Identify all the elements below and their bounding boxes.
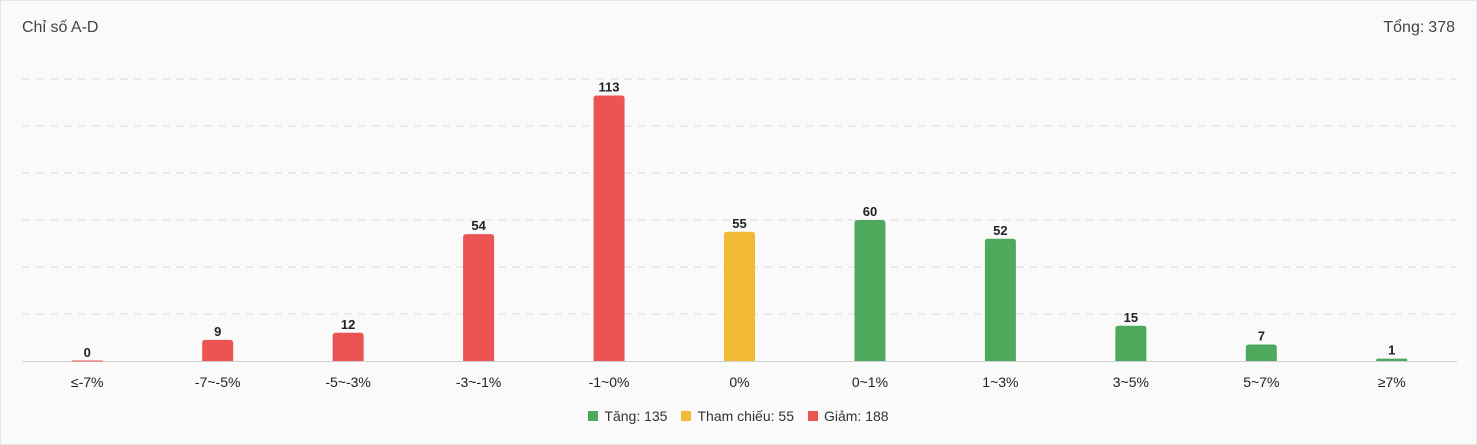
legend-label-down: Giảm: 188 xyxy=(823,408,889,424)
total-count: Tổng: 378 xyxy=(1383,19,1455,37)
x-tick-label: 5~7% xyxy=(1243,374,1279,390)
bar--5~-3%[interactable] xyxy=(332,332,364,361)
legend-item-up[interactable]: Tăng: 135 xyxy=(588,408,667,424)
bar-3~5%[interactable] xyxy=(1115,325,1147,361)
x-tick-label: -3~-1% xyxy=(456,374,502,390)
total-value: 378 xyxy=(1428,19,1455,36)
x-tick-label: -7~-5% xyxy=(195,374,241,390)
data-label: 60 xyxy=(863,204,877,219)
bar--3~-1%[interactable] xyxy=(463,234,495,361)
legend-swatch-reference xyxy=(681,411,692,421)
total-label: Tổng: xyxy=(1383,19,1425,36)
bar--7~-5%[interactable] xyxy=(202,339,234,361)
data-label: 12 xyxy=(341,317,355,332)
data-label: 54 xyxy=(471,218,486,233)
x-tick-label: 0% xyxy=(729,374,749,390)
legend-item-down[interactable]: Giảm: 188 xyxy=(807,408,889,424)
data-label: 0 xyxy=(84,345,91,360)
chart-legend: Tăng: 135 Tham chiếu: 55 Giảm: 188 xyxy=(1,408,1476,424)
x-tick-label: -5~-3% xyxy=(325,374,371,390)
x-tick-label: ≥7% xyxy=(1378,374,1406,390)
data-label: 52 xyxy=(993,223,1007,238)
data-label: 9 xyxy=(214,324,221,339)
legend-swatch-up xyxy=(588,411,599,421)
data-label: 1 xyxy=(1388,343,1395,358)
bar-1~3%[interactable] xyxy=(984,238,1016,361)
x-tick-label: 3~5% xyxy=(1113,374,1149,390)
legend-label-up: Tăng: 135 xyxy=(604,408,668,424)
x-tick-label: ≤-7% xyxy=(71,374,104,390)
legend-item-reference[interactable]: Tham chiếu: 55 xyxy=(681,408,794,424)
bar-≥7%[interactable] xyxy=(1376,358,1408,361)
bar-0~1%[interactable] xyxy=(854,220,886,361)
legend-label-reference: Tham chiếu: 55 xyxy=(697,408,794,424)
bar-0%[interactable] xyxy=(724,231,755,361)
chart-title: Chỉ số A-D xyxy=(22,19,99,36)
data-label: 55 xyxy=(732,216,746,231)
bar-chart: 0 ≤-7% 9 -7~-5% 12 -5~-3% 54 -3~-1% 113 -1~0% 55 0%… xyxy=(22,78,1457,390)
x-tick-label: -1~0% xyxy=(589,374,630,390)
data-label: 15 xyxy=(1124,310,1138,325)
x-tick-label: 1~3% xyxy=(982,374,1018,390)
data-label: 113 xyxy=(599,79,620,94)
legend-swatch-down xyxy=(807,411,818,421)
x-tick-label: 0~1% xyxy=(852,374,888,390)
bar-5~7%[interactable] xyxy=(1245,344,1277,361)
bar--1~0%[interactable] xyxy=(593,95,625,361)
data-label: 7 xyxy=(1258,329,1265,344)
